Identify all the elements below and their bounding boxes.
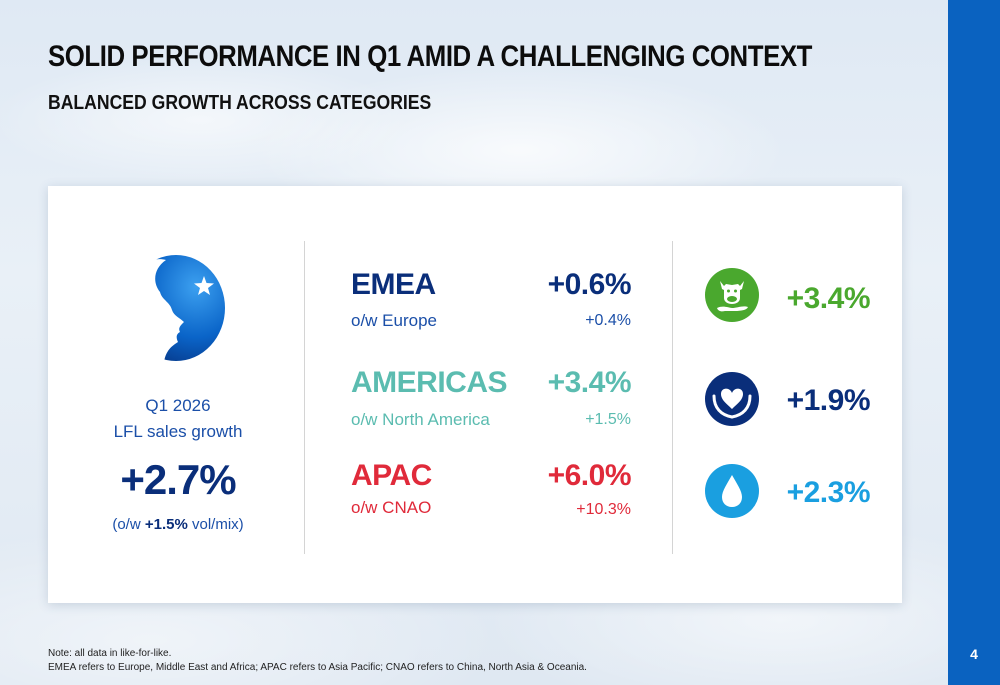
- divider-right: [672, 241, 673, 554]
- region-apac-sub-label: o/w CNAO: [351, 498, 432, 517]
- region-apac-value: +6.0%: [547, 459, 632, 492]
- region-apac-name: APAC: [351, 459, 432, 492]
- kpi-note: (o/w +1.5% vol/mix): [88, 516, 268, 533]
- slide-title: SOLID PERFORMANCE IN Q1 AMID A CHALLENGI…: [48, 40, 812, 73]
- region-americas-name: AMERICAS: [351, 366, 508, 399]
- region-americas-sub-label: o/w North America: [351, 410, 490, 429]
- region-emea-sub-value: +0.4%: [585, 312, 631, 329]
- side-bar: [948, 0, 1000, 685]
- heart-hands-icon: [705, 372, 759, 426]
- water-drop-icon: [705, 464, 759, 518]
- dairy-cow-icon: [705, 268, 759, 322]
- kpi-note-prefix: (o/w: [112, 516, 145, 533]
- category-specialized-value: +1.9%: [786, 384, 871, 417]
- slide-subtitle: BALANCED GROWTH ACROSS CATEGORIES: [48, 92, 432, 114]
- region-americas-sub-value: +1.5%: [585, 411, 631, 428]
- footnotes: Note: all data in like-for-like. EMEA re…: [48, 647, 587, 675]
- category-dairy-value: +3.4%: [786, 282, 871, 315]
- kpi-value: +2.7%: [120, 456, 236, 503]
- kpi-period: Q1 2026: [145, 396, 211, 415]
- category-waters-value: +2.3%: [786, 476, 871, 509]
- page-number: 4: [970, 646, 978, 662]
- kpi-label: LFL sales growth: [113, 422, 243, 441]
- region-emea-value: +0.6%: [547, 268, 632, 301]
- region-emea-name: EMEA: [351, 268, 436, 301]
- footnote-line-1: Note: all data in like-for-like.: [48, 648, 172, 659]
- region-emea-sub-label: o/w Europe: [351, 311, 437, 330]
- region-americas-value: +3.4%: [547, 366, 632, 399]
- kpi-note-value: +1.5%: [144, 516, 188, 533]
- brand-logo-icon: [126, 255, 225, 362]
- kpi-note-suffix: vol/mix): [187, 516, 244, 533]
- region-apac-sub-value: +10.3%: [576, 501, 631, 518]
- divider-left: [304, 241, 305, 554]
- results-card: Q1 2026 LFL sales growth +2.7% (o/w +1.5…: [48, 186, 902, 603]
- footnote-line-2: EMEA refers to Europe, Middle East and A…: [48, 662, 587, 673]
